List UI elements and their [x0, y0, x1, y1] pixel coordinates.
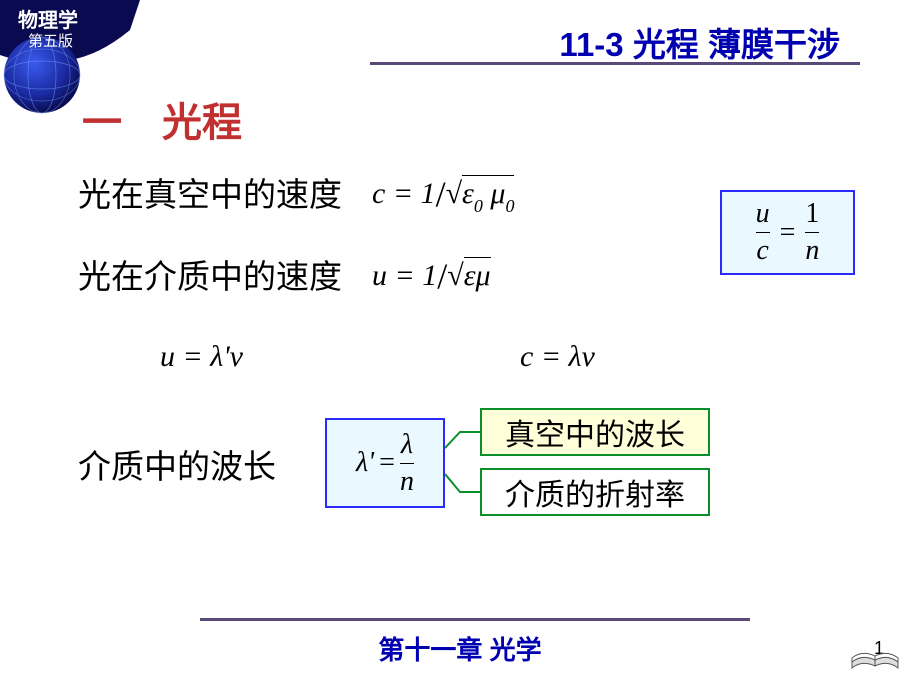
- page-title: 11-3 光程 薄膜干涉: [559, 18, 840, 66]
- c-lambda-formula: c = λν: [520, 340, 595, 374]
- u-lambda-formula: u = λ'ν: [160, 340, 243, 374]
- vacuum-speed-formula: c = 1/√ε0 μ0: [372, 170, 514, 215]
- medium-wavelength-label: 介质中的波长: [78, 440, 276, 488]
- book-icon: [848, 632, 902, 674]
- textbook-badge: 物理学 第五版: [0, 0, 140, 90]
- footer-chapter: 第十一章 光学: [0, 630, 920, 667]
- refractive-index-box: uc = 1n: [720, 190, 855, 275]
- vacuum-speed-label: 光在真空中的速度: [78, 168, 342, 216]
- badge-title: 物理学: [18, 4, 78, 33]
- callout-vacuum-wavelength: 真空中的波长: [480, 408, 710, 456]
- badge-subtitle: 第五版: [28, 30, 73, 51]
- header-divider: [370, 62, 860, 65]
- footer-divider: [200, 618, 750, 621]
- lambda-prime-box: λ'= λn: [325, 418, 445, 508]
- section-heading: 一 光程: [82, 90, 242, 148]
- medium-speed-formula: u = 1/√εμ: [372, 252, 491, 294]
- callout-connectors: [442, 408, 484, 516]
- callout-refractive-index: 介质的折射率: [480, 468, 710, 516]
- medium-speed-label: 光在介质中的速度: [78, 250, 342, 298]
